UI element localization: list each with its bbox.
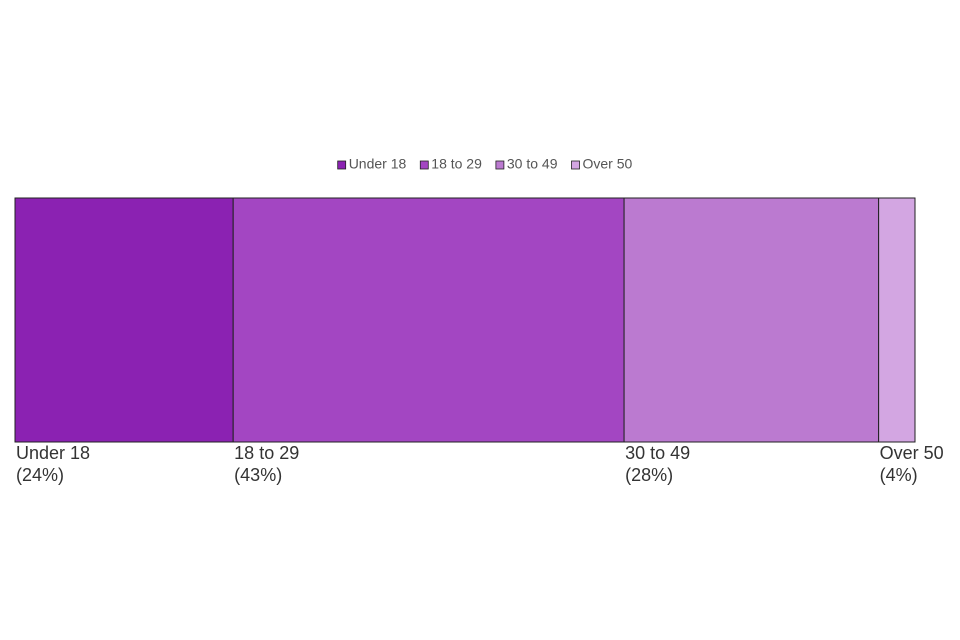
legend-item: Under 18 <box>337 156 407 172</box>
legend-swatch <box>571 160 580 170</box>
legend-label: 30 to 49 <box>507 156 558 172</box>
bar-segment <box>623 197 880 443</box>
segment-label: Over 50 <box>880 443 944 463</box>
legend-label: 18 to 29 <box>431 156 482 172</box>
legend-item: 18 to 29 <box>419 156 482 172</box>
bar-segment <box>14 197 234 443</box>
legend-item: 30 to 49 <box>495 156 558 172</box>
bar-segment <box>232 197 625 443</box>
legend-item: Over 50 <box>571 156 633 172</box>
value-label: (24%) <box>16 465 64 485</box>
bar-segment <box>878 197 916 443</box>
legend-swatch <box>495 160 505 170</box>
value-label: (4%) <box>880 465 918 485</box>
segment-label: 30 to 49 <box>625 443 690 463</box>
legend-label: Over 50 <box>583 156 633 172</box>
segment-label: Under 18 <box>16 443 90 463</box>
value-label: (28%) <box>625 465 673 485</box>
legend-swatch <box>419 160 429 170</box>
legend-label: Under 18 <box>349 156 407 172</box>
legend-swatch <box>337 160 347 170</box>
segment-label: 18 to 29 <box>234 443 299 463</box>
value-label: (43%) <box>234 465 282 485</box>
